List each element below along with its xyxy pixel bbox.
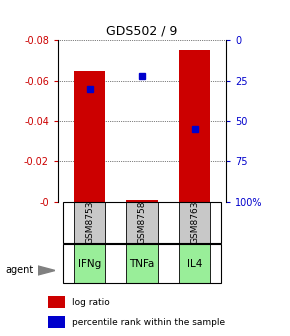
Text: IL4: IL4 bbox=[187, 259, 202, 269]
Bar bbox=[48, 296, 65, 308]
FancyBboxPatch shape bbox=[126, 244, 158, 283]
Bar bbox=[74, 71, 105, 202]
Text: GSM8753: GSM8753 bbox=[85, 201, 94, 244]
Title: GDS502 / 9: GDS502 / 9 bbox=[106, 25, 178, 38]
Polygon shape bbox=[38, 266, 55, 275]
Bar bbox=[48, 316, 65, 328]
FancyBboxPatch shape bbox=[74, 244, 105, 283]
Text: TNFa: TNFa bbox=[129, 259, 155, 269]
FancyBboxPatch shape bbox=[74, 202, 105, 243]
Text: GSM8758: GSM8758 bbox=[137, 201, 147, 244]
FancyBboxPatch shape bbox=[179, 244, 211, 283]
Text: percentile rank within the sample: percentile rank within the sample bbox=[72, 318, 226, 327]
Text: log ratio: log ratio bbox=[72, 298, 110, 306]
FancyBboxPatch shape bbox=[179, 202, 211, 243]
Text: agent: agent bbox=[6, 265, 34, 276]
Bar bbox=[179, 50, 211, 202]
Bar bbox=[126, 200, 158, 202]
FancyBboxPatch shape bbox=[126, 202, 158, 243]
Text: IFNg: IFNg bbox=[78, 259, 101, 269]
Text: GSM8763: GSM8763 bbox=[190, 201, 199, 244]
